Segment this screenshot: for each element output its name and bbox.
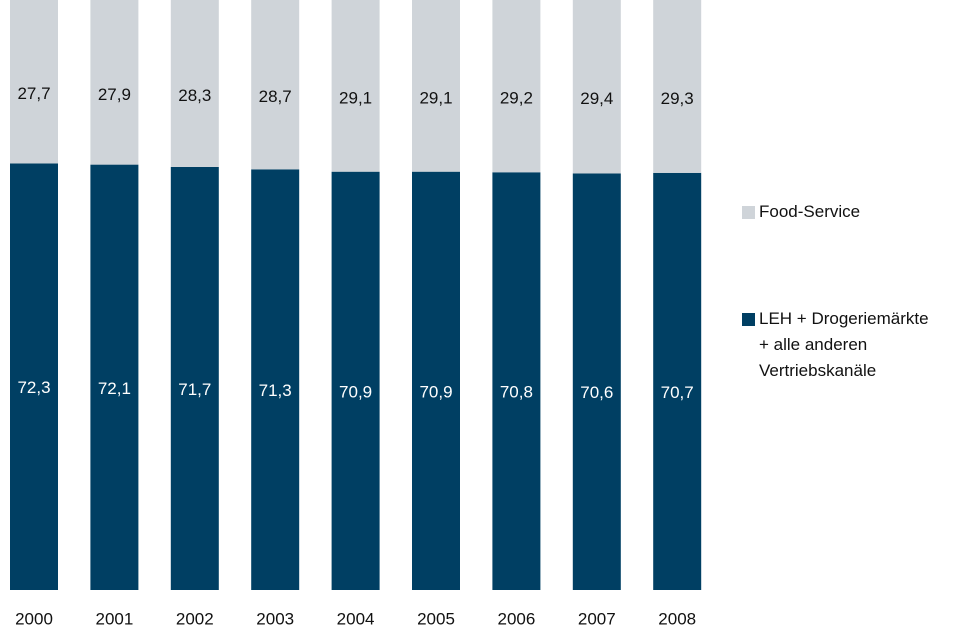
value-label: 28,3	[178, 86, 211, 105]
value-label: 72,1	[98, 379, 131, 398]
value-label: 70,9	[339, 382, 372, 401]
value-label: 70,9	[419, 382, 452, 401]
bar-segment	[251, 169, 300, 590]
legend-swatch	[742, 313, 755, 326]
legend-label: LEH + Drogeriemärkte + alle anderen Vert…	[759, 309, 929, 380]
x-tick-label: 2008	[658, 609, 696, 628]
value-label: 29,3	[661, 89, 694, 108]
value-label: 70,6	[580, 383, 613, 402]
value-label: 29,1	[339, 88, 372, 107]
bar-segment	[251, 0, 300, 170]
bar-segment	[653, 172, 702, 590]
value-label: 70,7	[661, 383, 694, 402]
value-label: 27,9	[98, 85, 131, 104]
bar-segment	[492, 0, 541, 173]
bar-segment	[10, 163, 58, 590]
legend-item: Food-Service	[742, 202, 958, 225]
x-tick-label: 2003	[256, 609, 294, 628]
x-tick-label: 2006	[497, 609, 535, 628]
x-tick-label: 2004	[337, 609, 375, 628]
value-label: 27,7	[17, 84, 50, 103]
bar-segment	[170, 166, 219, 590]
value-label: 28,7	[259, 87, 292, 106]
bar-segment	[331, 171, 380, 590]
value-label: 29,4	[580, 89, 613, 108]
value-label: 71,7	[178, 380, 211, 399]
bar-segment	[492, 172, 541, 590]
value-label: 29,2	[500, 89, 533, 108]
x-tick-label: 2005	[417, 609, 455, 628]
value-label: 70,8	[500, 383, 533, 402]
value-label: 72,3	[17, 378, 50, 397]
bar-segment	[572, 0, 621, 174]
bar-segment	[170, 0, 219, 167]
bar-segment	[10, 0, 58, 164]
value-label: 29,1	[419, 88, 452, 107]
x-tick-label: 2002	[176, 609, 214, 628]
legend-label: Food-Service	[759, 202, 861, 221]
bar-segment	[572, 173, 621, 590]
bar-segment	[90, 164, 139, 591]
legend-item: LEH + Drogeriemärkte + alle anderen Vert…	[742, 309, 929, 384]
bar-segment	[412, 0, 460, 172]
x-tick-label: 2000	[15, 609, 53, 628]
value-label: 71,3	[259, 381, 292, 400]
bar-segment	[331, 0, 380, 172]
bar-segment	[412, 171, 460, 590]
bar-segment	[653, 0, 702, 173]
x-tick-label: 2007	[578, 609, 616, 628]
bar-segment	[90, 0, 139, 165]
x-tick-label: 2001	[95, 609, 133, 628]
legend-swatch	[742, 206, 755, 219]
